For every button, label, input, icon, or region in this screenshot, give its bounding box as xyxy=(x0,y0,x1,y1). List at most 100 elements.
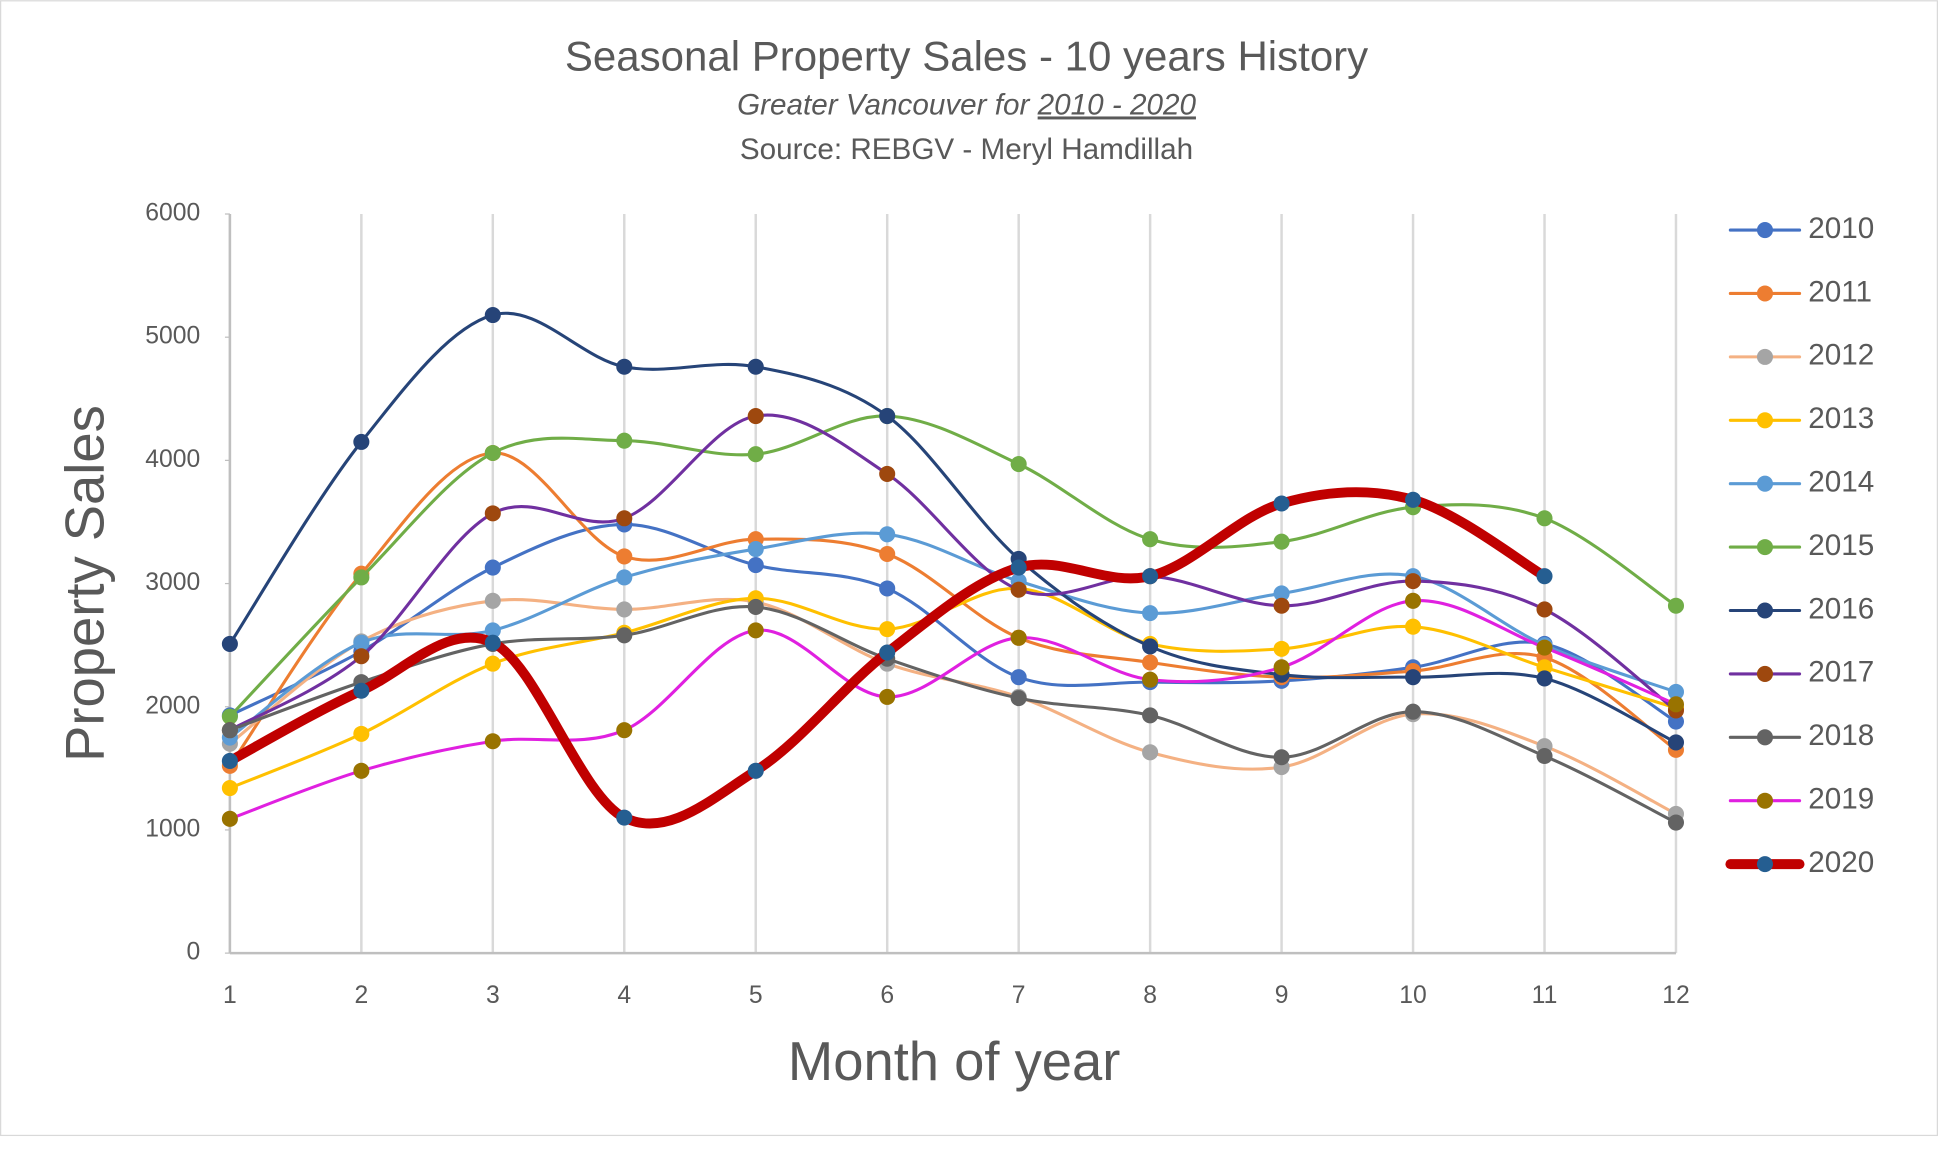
data-point xyxy=(879,407,896,425)
data-point xyxy=(221,752,238,769)
legend-label: 2014 xyxy=(1808,466,1874,499)
data-point xyxy=(1667,683,1685,700)
data-point xyxy=(1142,605,1159,622)
data-point xyxy=(1536,670,1553,687)
y-tick-label: 2000 xyxy=(145,692,200,719)
chart-title: Seasonal Property Sales - 10 years Histo… xyxy=(565,33,1368,80)
data-point xyxy=(1010,669,1027,686)
data-point xyxy=(747,407,764,425)
data-point xyxy=(1142,707,1159,724)
data-point xyxy=(1405,491,1422,508)
data-point xyxy=(616,510,633,527)
data-point xyxy=(1273,533,1290,550)
legend-marker xyxy=(1756,222,1773,239)
data-point xyxy=(616,548,633,565)
x-tick-label: 5 xyxy=(749,982,763,1009)
data-point xyxy=(1667,696,1685,713)
legend-label: 2011 xyxy=(1808,275,1872,308)
data-point xyxy=(1667,713,1685,730)
data-point xyxy=(616,809,633,826)
data-point xyxy=(221,708,238,725)
data-point xyxy=(353,648,370,665)
data-point xyxy=(484,634,501,651)
data-point xyxy=(1142,744,1159,761)
data-point xyxy=(484,655,501,672)
data-point xyxy=(879,644,896,661)
data-point xyxy=(1405,669,1422,686)
legend-marker xyxy=(1756,285,1773,302)
data-point xyxy=(747,541,764,558)
data-point xyxy=(879,688,896,705)
x-tick-label: 9 xyxy=(1275,982,1289,1009)
legend-label: 2010 xyxy=(1808,212,1874,245)
data-point xyxy=(1273,597,1290,614)
legend-marker xyxy=(1756,665,1773,682)
data-point xyxy=(1010,456,1027,473)
data-point xyxy=(1142,638,1159,655)
x-tick-label: 6 xyxy=(880,982,894,1009)
data-point xyxy=(221,780,238,797)
x-tick-label: 11 xyxy=(1532,982,1558,1009)
data-point xyxy=(1667,734,1685,751)
series-line xyxy=(228,605,1678,825)
subtitle: Greater Vancouver for 2010 - 2020 xyxy=(737,88,1196,121)
data-point xyxy=(1536,568,1553,585)
y-tick-label: 1000 xyxy=(145,815,200,842)
data-point xyxy=(1142,654,1159,671)
x-tick-label: 4 xyxy=(617,982,631,1009)
data-point xyxy=(353,634,370,651)
x-tick-label: 8 xyxy=(1143,982,1157,1009)
data-point xyxy=(879,580,896,597)
data-point xyxy=(1010,690,1027,707)
data-point xyxy=(484,444,501,462)
data-point xyxy=(747,762,764,779)
legend-marker xyxy=(1756,348,1773,365)
data-point xyxy=(879,545,896,563)
data-point xyxy=(353,569,370,586)
data-point xyxy=(616,432,633,449)
legend-label: 2012 xyxy=(1808,339,1874,372)
legend-marker xyxy=(1756,792,1773,809)
data-point xyxy=(1405,618,1422,635)
data-point xyxy=(1273,659,1290,676)
data-point xyxy=(221,722,238,739)
series-line xyxy=(224,487,1550,829)
data-point xyxy=(221,810,238,827)
x-tick-label: 7 xyxy=(1012,982,1026,1009)
data-point xyxy=(1667,814,1685,831)
series-line xyxy=(228,522,1678,724)
x-tick-label: 12 xyxy=(1662,982,1689,1009)
data-point xyxy=(221,635,238,652)
data-point xyxy=(747,446,764,463)
data-point xyxy=(879,465,896,482)
data-point xyxy=(484,559,501,576)
y-tick-label: 6000 xyxy=(145,200,200,227)
data-point xyxy=(747,358,764,375)
data-point xyxy=(353,762,370,779)
data-point xyxy=(1536,747,1553,765)
legend-label: 2017 xyxy=(1808,656,1874,689)
data-point xyxy=(1667,597,1685,614)
data-point xyxy=(747,622,764,639)
data-point xyxy=(353,682,370,699)
data-point xyxy=(879,621,896,638)
data-point xyxy=(1273,585,1290,602)
legend-label: 2015 xyxy=(1808,529,1874,562)
legend-marker xyxy=(1756,602,1773,619)
data-point xyxy=(616,569,633,586)
data-point xyxy=(747,598,764,616)
data-point xyxy=(484,733,501,750)
data-point xyxy=(616,601,633,618)
subtitle-years: 2010 - 2020 xyxy=(1037,88,1197,121)
legend-label: 2013 xyxy=(1808,402,1874,435)
y-tick-label: 3000 xyxy=(145,569,200,596)
data-point xyxy=(1536,659,1553,676)
data-point xyxy=(1273,495,1290,512)
data-point xyxy=(1142,531,1159,548)
data-point xyxy=(616,358,633,375)
legend-label: 2020 xyxy=(1808,846,1874,879)
data-point xyxy=(353,725,370,742)
data-point xyxy=(1010,581,1027,598)
